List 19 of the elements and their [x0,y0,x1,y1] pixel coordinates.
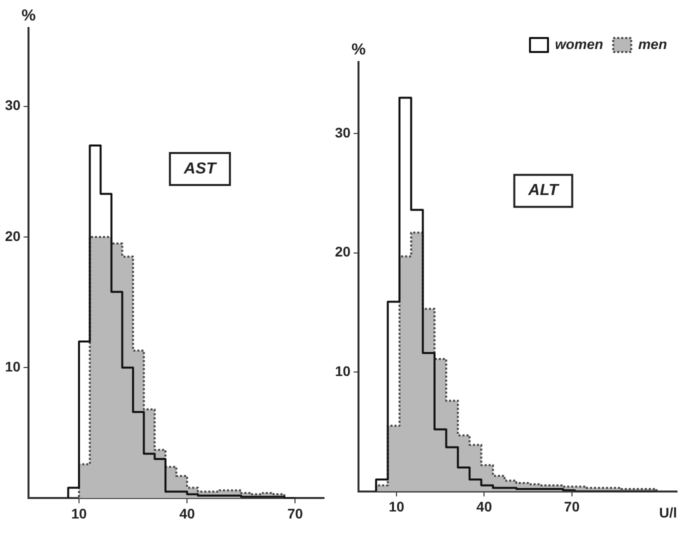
y-tick-label: 30 [334,124,351,140]
x-tick-label: 70 [564,498,580,515]
x-tick-label: 10 [388,498,405,515]
x-axis-title: U/l [659,504,677,520]
y-tick-label: 10 [334,362,351,379]
legend-label: women [554,36,604,52]
y-axis-title: % [21,7,36,24]
x-tick-label: 70 [287,505,304,522]
y-axis-title: % [351,41,366,58]
y-tick-label: 30 [4,97,21,114]
legend-label: men [638,36,668,52]
text: AST [182,160,218,178]
y-tick-label: 10 [4,358,21,374]
y-tick-label: 20 [334,244,351,260]
y-tick-label: 20 [4,228,21,244]
text: ALT [527,182,560,200]
x-tick-label: 40 [476,498,492,515]
x-tick-label: 10 [71,505,88,522]
x-tick-label: 40 [179,505,196,522]
